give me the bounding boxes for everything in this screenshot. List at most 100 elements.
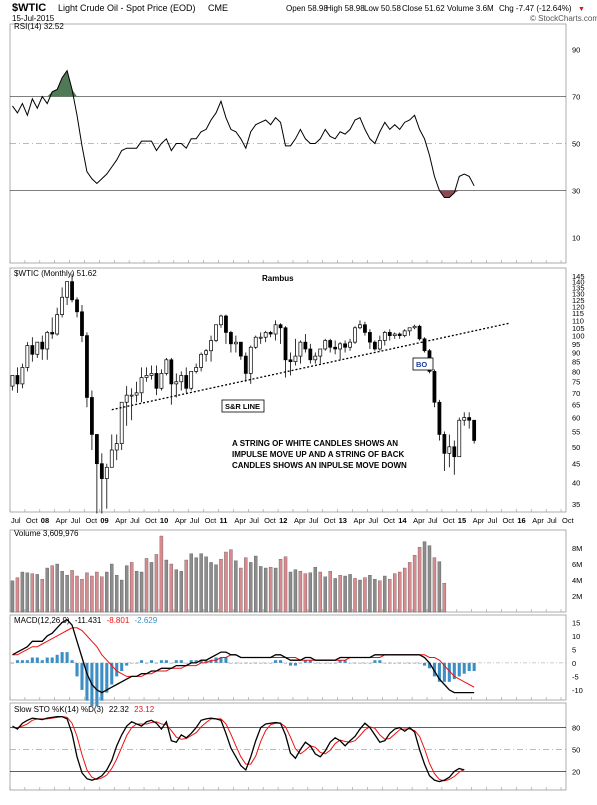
- candle-down: [363, 324, 367, 333]
- candle-down: [387, 332, 392, 336]
- volume-bar: [75, 575, 79, 613]
- macd-histogram-bar: [318, 662, 322, 664]
- volume-bar: [288, 571, 293, 613]
- candle-up: [353, 327, 357, 343]
- candle-down: [368, 332, 372, 343]
- rsi-tick-label: 50: [572, 140, 580, 149]
- x-tick-label: Jul: [547, 516, 557, 525]
- macd-histogram-bar: [308, 660, 312, 663]
- volume-bar: [129, 562, 134, 613]
- macd-histogram-bar: [383, 662, 387, 664]
- volume-bar: [308, 572, 313, 613]
- macd-histogram-bar: [422, 662, 427, 666]
- x-tick-label: Apr: [532, 516, 544, 525]
- x-tick-label: Jul: [368, 516, 378, 525]
- macd-tick-label: 0: [572, 659, 576, 668]
- volume-bar: [442, 583, 447, 613]
- candle-up: [35, 341, 40, 355]
- candle-down: [432, 371, 437, 403]
- x-tick-label: Jul: [11, 516, 21, 525]
- macd-histogram-bar: [179, 660, 183, 663]
- sto-d-value: 23.12: [134, 705, 155, 714]
- candle-up: [412, 325, 417, 329]
- volume-bar: [174, 569, 178, 613]
- candle-up: [293, 355, 298, 363]
- volume-bar: [209, 562, 213, 613]
- macd-line: [12, 618, 475, 694]
- macd-histogram-bar: [25, 660, 29, 663]
- volume-bar: [432, 557, 437, 613]
- header-date: 15-Jul-2015: [12, 14, 55, 23]
- macd-histogram-bar: [234, 662, 238, 664]
- volume-bar: [139, 571, 144, 613]
- macd-histogram-bar: [279, 660, 283, 663]
- macd-histogram-bar: [244, 662, 248, 664]
- volume-bar: [149, 562, 154, 613]
- macd-tick-label: 5: [572, 645, 576, 654]
- candle-up: [124, 394, 129, 403]
- macd-histogram-bar: [50, 657, 54, 663]
- macd-histogram-bar: [189, 660, 193, 663]
- macd-histogram-bar: [338, 660, 342, 663]
- candle-up: [144, 375, 149, 378]
- macd-histogram-bar: [35, 657, 39, 663]
- volume-bar: [407, 562, 412, 613]
- header-title: Light Crude Oil - Spot Price (EOD): [58, 3, 196, 13]
- volume-bar: [318, 571, 322, 613]
- macd-histogram-bar: [264, 662, 268, 664]
- volume-bar: [90, 575, 94, 613]
- volume-bar: [85, 572, 89, 613]
- candle-down: [15, 375, 20, 385]
- candle-up: [214, 324, 218, 341]
- macd-histogram-bar: [144, 662, 149, 664]
- candle-down: [94, 434, 99, 465]
- x-tick-label: Apr: [413, 516, 425, 525]
- candle-up: [407, 327, 412, 332]
- volume-bar: [259, 566, 263, 613]
- candle-down: [278, 324, 283, 329]
- macd-histogram-bar: [80, 662, 84, 690]
- volume-bar: [169, 563, 174, 613]
- macd-histogram-bar: [70, 660, 74, 663]
- header-exchange: CME: [208, 3, 228, 13]
- price-tick-label: 115: [572, 309, 584, 318]
- macd-histogram-bar: [427, 662, 432, 669]
- volume-bar: [115, 575, 119, 613]
- candle-down: [70, 281, 74, 301]
- volume-bar: [333, 578, 337, 613]
- volume-bar: [323, 576, 327, 613]
- price-label: $WTIC (Monthly) 51.62: [14, 269, 97, 278]
- panel-frame-price: [9, 267, 567, 513]
- macd-histogram-bar: [358, 662, 362, 664]
- candle-up: [104, 466, 109, 479]
- macd-histogram-bar: [60, 652, 64, 663]
- volume-tick-label: 8M: [572, 544, 582, 553]
- volume-bar: [368, 575, 372, 613]
- macd-histogram-bar: [120, 662, 124, 671]
- candle-down: [99, 463, 104, 479]
- volume-bar: [244, 557, 248, 613]
- rsi-tick-label: 90: [572, 46, 580, 55]
- candle-up: [457, 419, 462, 458]
- volume-bar: [70, 570, 74, 613]
- header-low: Low 50.58: [364, 4, 401, 13]
- volume-bar: [20, 571, 25, 613]
- volume-bar: [388, 579, 392, 613]
- macd-histogram-bar: [135, 662, 139, 664]
- candle-down: [437, 401, 442, 435]
- volume-bar: [398, 571, 402, 613]
- price-tick-label: 145: [572, 272, 585, 281]
- header-change: Chg -7.47 (-12.64%): [499, 4, 572, 13]
- macd-histogram-bar: [105, 662, 109, 693]
- candle-up: [298, 341, 303, 357]
- volume-bar: [184, 559, 188, 613]
- price-author: Rambus: [262, 274, 294, 283]
- macd-histogram-bar: [130, 662, 134, 664]
- volume-bar: [273, 567, 278, 613]
- x-tick-label: Apr: [473, 516, 485, 525]
- panel-frame-sto: [9, 702, 567, 791]
- volume-bar: [412, 555, 417, 613]
- candle-up: [348, 341, 352, 348]
- candle-up: [204, 350, 208, 355]
- macd-histogram-bar: [283, 662, 288, 664]
